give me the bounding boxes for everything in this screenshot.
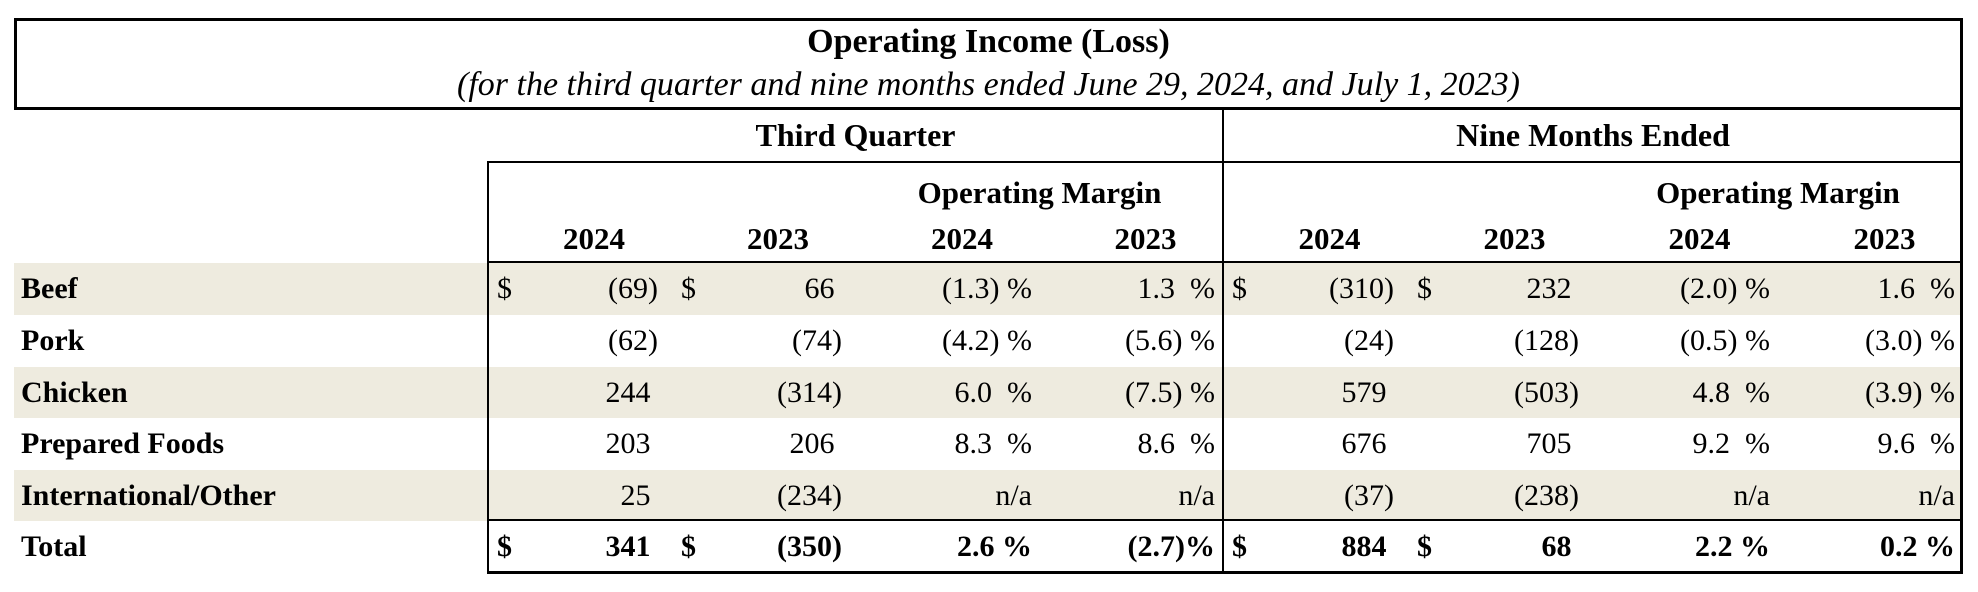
year-header-q3-2023: 2023 [747, 221, 809, 256]
table-cell: $884 [1223, 521, 1408, 573]
table-cell: $ (350) [672, 521, 856, 573]
table-cell: (234) [777, 479, 842, 512]
table-cell: $66 [672, 263, 856, 315]
table-row-chicken: Chicken 244 (314) 6.0 % (7.5) % 579 (503… [14, 367, 1963, 418]
table-cell: (74) [792, 324, 842, 357]
table-cell: n/a [1918, 479, 1955, 512]
table-cell: (314) [777, 376, 842, 409]
table-cell: (37) [1344, 479, 1394, 512]
table-cell: 1.6 % [1877, 272, 1956, 305]
table-bottom-border [488, 571, 1963, 574]
divider-below-years [488, 261, 1963, 263]
dollar-sign: $ [1417, 272, 1432, 305]
table-cell: $ (310) [1223, 263, 1408, 315]
table-row-pork: Pork (62) (74) (4.2) % (5.6) % (24) (128… [14, 315, 1963, 367]
table-cell: (2.0) % [1680, 272, 1770, 305]
row-label: Beef [21, 272, 78, 305]
row-label: Total [21, 530, 87, 563]
section-divider-vertical [1222, 110, 1224, 574]
dollar-sign: $ [681, 272, 696, 305]
table-row-international-other: International/Other 25 (234) n/a n/a (37… [14, 470, 1963, 521]
table-cell: 705 [1526, 427, 1579, 460]
table-cell: (5.6) % [1125, 324, 1215, 357]
year-header-q3-margin-2023: 2023 [1114, 221, 1177, 256]
table-cell: 676 [1341, 427, 1394, 460]
table-cell: (3.0) % [1865, 324, 1955, 357]
table-cell: 8.6 % [1137, 427, 1216, 460]
table-cell: 9.6 % [1877, 427, 1956, 460]
table-cell: (24) [1344, 324, 1394, 357]
table-cell: (7.5) % [1125, 376, 1215, 409]
table-cell: n/a [995, 479, 1032, 512]
operating-margin-header-nme: Operating Margin [1656, 175, 1900, 210]
table-cell: $232 [1408, 263, 1593, 315]
section-header-nine-months-ended: Nine Months Ended [1456, 117, 1730, 153]
table-cell: n/a [1733, 479, 1770, 512]
table-cell: (238) [1514, 479, 1579, 512]
table-cell: 203 [605, 427, 658, 460]
table-cell: 2.6 % [957, 530, 1032, 563]
table-cell: 9.2 % [1692, 427, 1771, 460]
divider-header-top [488, 161, 1963, 163]
table-cell: (1.3) % [942, 272, 1032, 305]
year-header-q3-2024: 2024 [563, 221, 625, 256]
table-cell: 8.3 % [954, 427, 1033, 460]
year-header-nme-margin-2024: 2024 [1668, 221, 1731, 256]
divider-above-total [488, 519, 1963, 521]
dollar-sign: $ [1417, 530, 1432, 563]
table-cell: 0.2 % [1880, 530, 1955, 563]
table-cell: 579 [1341, 376, 1394, 409]
table-cell: $341 [488, 521, 672, 573]
row-label: Prepared Foods [21, 427, 225, 460]
page-subtitle: (for the third quarter and nine months e… [457, 66, 1520, 103]
section-header-third-quarter: Third Quarter [755, 117, 956, 153]
table-left-border [487, 161, 489, 574]
year-header-nme-margin-2023: 2023 [1853, 221, 1916, 256]
year-header-q3-margin-2024: 2024 [931, 221, 993, 256]
table-row-prepared-foods: Prepared Foods 203 206 8.3 % 8.6 % 676 7… [14, 418, 1963, 470]
row-label: International/Other [21, 479, 276, 512]
table-cell: 244 [605, 376, 658, 409]
dollar-sign: $ [1232, 530, 1247, 563]
table-row-total: Total $341 $ (350) 2.6 % (2.7)% $884 $68 … [14, 521, 1963, 573]
table-cell: 206 [789, 427, 842, 460]
year-header-nme-2023: 2023 [1483, 221, 1546, 256]
table-cell: 25 [620, 479, 658, 512]
table-cell: 2.2 % [1695, 530, 1770, 563]
table-cell: $ (69) [488, 263, 672, 315]
table-cell: (128) [1514, 324, 1579, 357]
table-cell: (0.5) % [1680, 324, 1770, 357]
table-cell: (3.9) % [1865, 376, 1955, 409]
table-cell: (62) [608, 324, 658, 357]
table-cell: 6.0 % [954, 376, 1033, 409]
table-cell: (503) [1514, 376, 1579, 409]
table-cell: $68 [1408, 521, 1593, 573]
table-right-border [1960, 110, 1963, 574]
page-title: Operating Income (Loss) [807, 23, 1170, 60]
table-cell: 4.8 % [1692, 376, 1771, 409]
table-cell: 1.3 % [1137, 272, 1216, 305]
title-box: Operating Income (Loss) (for the third q… [14, 18, 1963, 110]
table-cell: n/a [1178, 479, 1215, 512]
operating-margin-header-q3: Operating Margin [917, 175, 1162, 210]
dollar-sign: $ [1232, 272, 1247, 305]
table-cell: (4.2) % [942, 324, 1032, 357]
dollar-sign: $ [497, 530, 512, 563]
dollar-sign: $ [681, 530, 696, 563]
table-row-beef: Beef $ (69) $66 (1.3) % 1.3 % $ (310) $232… [14, 263, 1963, 315]
dollar-sign: $ [497, 272, 512, 305]
row-label: Chicken [21, 376, 128, 409]
year-header-nme-2024: 2024 [1298, 221, 1361, 256]
table-cell: (2.7)% [1127, 530, 1215, 563]
row-label: Pork [21, 324, 85, 357]
